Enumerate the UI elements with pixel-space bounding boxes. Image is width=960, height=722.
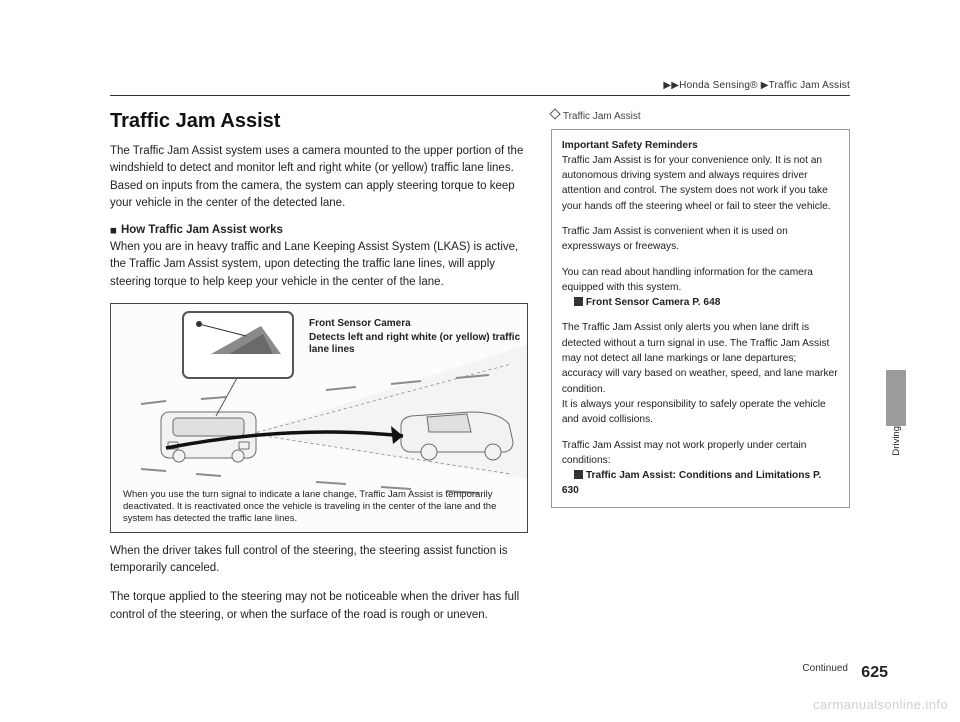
info-box: Important Safety Reminders Traffic Jam A… — [551, 129, 850, 508]
section-tab — [886, 370, 906, 426]
sidebar-ref1: Front Sensor Camera P. 648 — [586, 297, 721, 308]
ref-arrow-icon — [574, 297, 583, 306]
square-bullet-icon: ■ — [110, 225, 117, 237]
page-number: 625 — [861, 664, 888, 682]
sidebar-p5: Traffic Jam Assist may not work properly… — [562, 440, 807, 466]
sidebar-p4b: It is always your responsibility to safe… — [562, 399, 826, 425]
after-text-2: The torque applied to the steering may n… — [110, 589, 529, 624]
callout-label: Front Sensor Camera — [309, 318, 411, 329]
main-column: Traffic Jam Assist The Traffic Jam Assis… — [110, 110, 529, 636]
intro-text: The Traffic Jam Assist system uses a cam… — [110, 143, 529, 212]
breadcrumb: ▶▶Honda Sensing® ▶Traffic Jam Assist — [110, 80, 850, 96]
subhead: ■ How Traffic Jam Assist works — [110, 224, 529, 237]
sidebar-p1: Traffic Jam Assist is for your convenien… — [562, 155, 831, 212]
subhead-text: How Traffic Jam Assist works — [121, 224, 283, 236]
important-label: Important Safety Reminders — [562, 140, 698, 151]
sidebar-column: Traffic Jam Assist Important Safety Remi… — [551, 110, 850, 636]
sidebar-ref2: Traffic Jam Assist: Conditions and Limit… — [562, 470, 821, 496]
sidebar-p3: You can read about handling information … — [562, 267, 813, 293]
page-title: Traffic Jam Assist — [110, 110, 529, 133]
continued-label: Continued — [802, 663, 848, 674]
sidebar-p4: The Traffic Jam Assist only alerts you w… — [562, 322, 838, 394]
sidebar-p2: Traffic Jam Assist is convenient when it… — [562, 224, 839, 255]
ref-arrow-icon — [574, 470, 583, 479]
diagram-caption: When you use the turn signal to indicate… — [123, 489, 515, 526]
watermark: carmanualsonline.info — [813, 697, 948, 712]
sidebar-title: Traffic Jam Assist — [551, 110, 850, 125]
subbody-text: When you are in heavy traffic and Lane K… — [110, 239, 529, 291]
callout-sub: Detects left and right white (or yellow)… — [309, 332, 527, 356]
after-text-1: When the driver takes full control of th… — [110, 543, 529, 578]
diagram: Front Sensor Camera Detects left and rig… — [110, 303, 528, 533]
section-tab-label: Driving — [891, 426, 902, 456]
